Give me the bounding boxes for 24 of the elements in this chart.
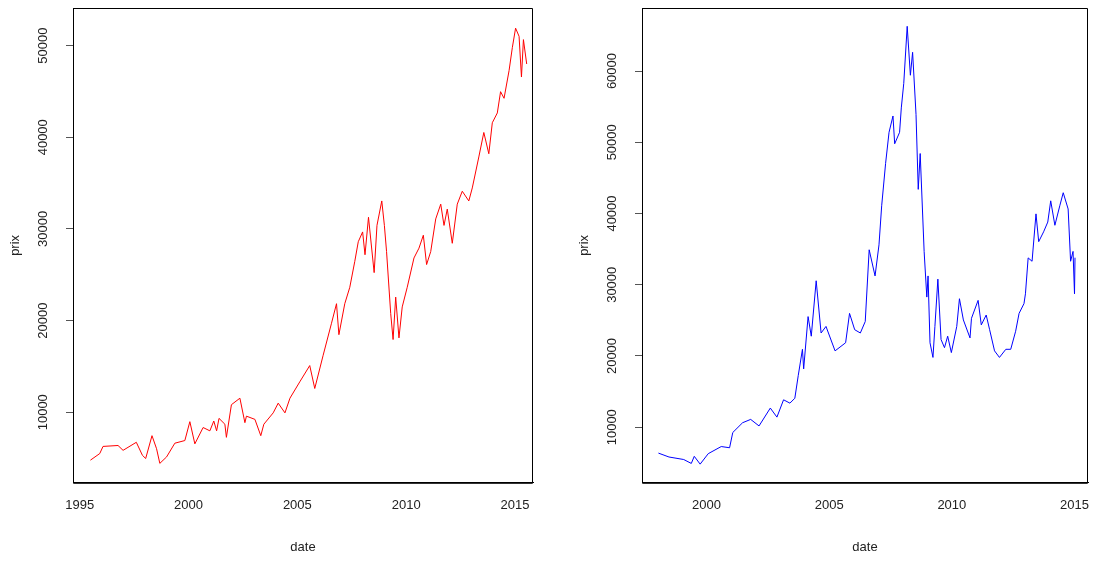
y-tick-label: 60000	[603, 52, 619, 90]
y-tick-label: 50000	[603, 124, 619, 161]
x-tick-label: 2000	[174, 497, 203, 513]
x-axis-title: date	[852, 538, 878, 554]
y-tick-label: 20000	[34, 302, 50, 339]
x-tick-label: 2010	[937, 497, 967, 513]
x-tick-label: 2000	[692, 497, 721, 513]
y-tick-label: 40000	[603, 195, 619, 232]
y-axis-title: prix	[575, 234, 591, 256]
y-tick-label: 10000	[34, 394, 50, 431]
x-tick-label: 2015	[1060, 497, 1089, 513]
y-tick-label: 10000	[603, 409, 619, 446]
y-tick-label: 50000	[34, 27, 50, 64]
x-tick-label: 1995	[65, 497, 95, 513]
y-tick-label: 30000	[34, 210, 50, 247]
y-tick-label: 30000	[603, 266, 619, 303]
x-tick-label: 2005	[282, 497, 312, 513]
x-tick-label: 2005	[814, 497, 844, 513]
y-tick-label: 40000	[34, 119, 50, 156]
y-tick-label: 20000	[603, 337, 619, 375]
x-axis-title: date	[290, 538, 316, 554]
x-tick-label: 2010	[391, 497, 421, 513]
x-tick-label: 2015	[500, 497, 530, 513]
y-axis-title: prix	[6, 234, 22, 256]
